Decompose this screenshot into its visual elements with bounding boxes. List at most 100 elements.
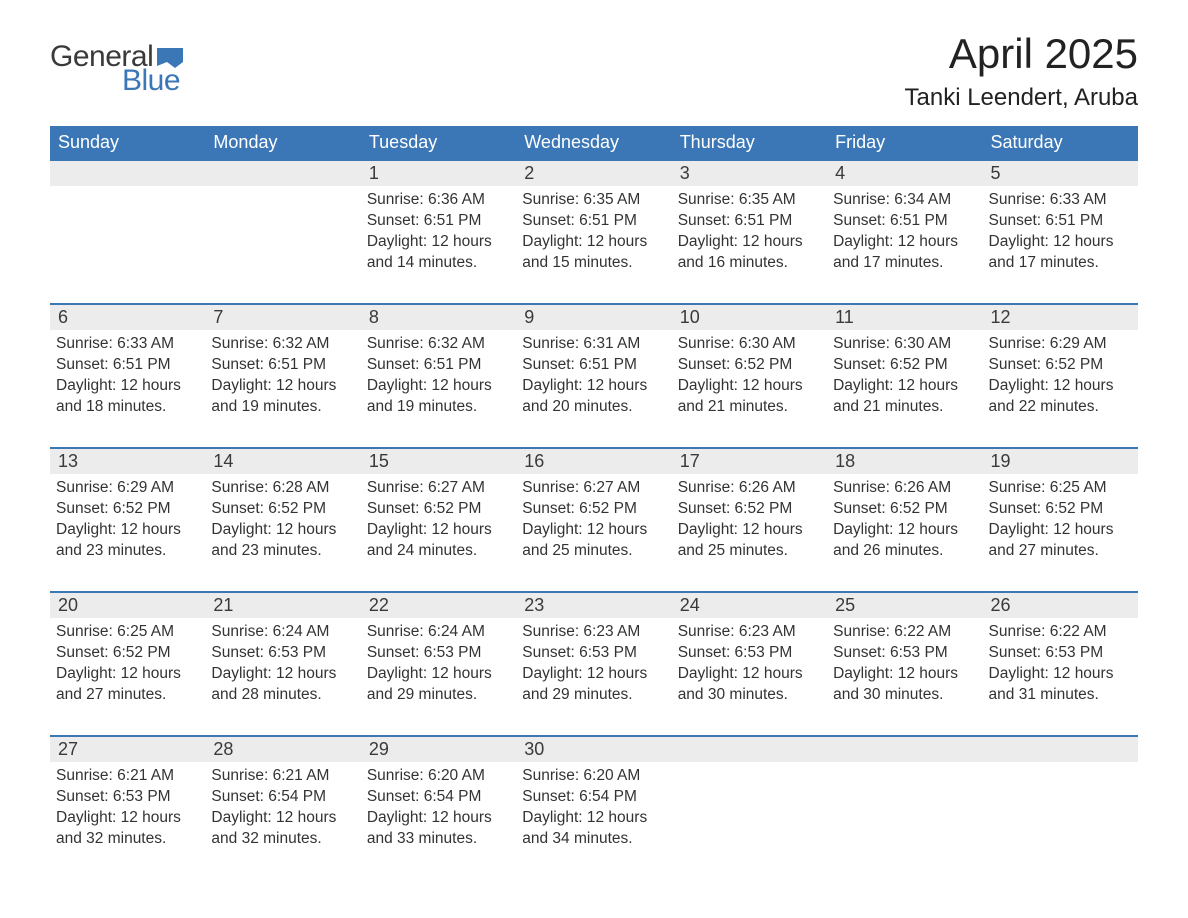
daylight-text-2: and 29 minutes. (367, 685, 510, 706)
sunrise-text: Sunrise: 6:34 AM (833, 190, 976, 211)
calendar-day: 18Sunrise: 6:26 AMSunset: 6:52 PMDayligh… (827, 449, 982, 577)
logo: General Blue (50, 30, 183, 98)
sunrise-text: Sunrise: 6:33 AM (989, 190, 1132, 211)
sunset-text: Sunset: 6:54 PM (367, 787, 510, 808)
month-title: April 2025 (905, 30, 1139, 78)
sunset-text: Sunset: 6:54 PM (211, 787, 354, 808)
daylight-text-1: Daylight: 12 hours (367, 664, 510, 685)
calendar-day: 1Sunrise: 6:36 AMSunset: 6:51 PMDaylight… (361, 161, 516, 289)
weekday-header: Tuesday (361, 126, 516, 159)
sunset-text: Sunset: 6:51 PM (989, 211, 1132, 232)
calendar-day: 25Sunrise: 6:22 AMSunset: 6:53 PMDayligh… (827, 593, 982, 721)
daylight-text-1: Daylight: 12 hours (678, 664, 821, 685)
day-body: Sunrise: 6:26 AMSunset: 6:52 PMDaylight:… (672, 474, 827, 566)
calendar-day: 14Sunrise: 6:28 AMSunset: 6:52 PMDayligh… (205, 449, 360, 577)
daylight-text-1: Daylight: 12 hours (833, 664, 976, 685)
day-number: 12 (983, 305, 1138, 330)
day-body: Sunrise: 6:32 AMSunset: 6:51 PMDaylight:… (361, 330, 516, 422)
day-body: Sunrise: 6:35 AMSunset: 6:51 PMDaylight:… (672, 186, 827, 278)
sunset-text: Sunset: 6:51 PM (522, 355, 665, 376)
weekday-header: Friday (827, 126, 982, 159)
day-number: 22 (361, 593, 516, 618)
day-number: 15 (361, 449, 516, 474)
sunset-text: Sunset: 6:52 PM (211, 499, 354, 520)
daylight-text-1: Daylight: 12 hours (989, 376, 1132, 397)
daylight-text-2: and 27 minutes. (989, 541, 1132, 562)
daylight-text-2: and 17 minutes. (833, 253, 976, 274)
calendar-day: 5Sunrise: 6:33 AMSunset: 6:51 PMDaylight… (983, 161, 1138, 289)
sunrise-text: Sunrise: 6:21 AM (56, 766, 199, 787)
sunset-text: Sunset: 6:52 PM (367, 499, 510, 520)
sunrise-text: Sunrise: 6:28 AM (211, 478, 354, 499)
daylight-text-2: and 25 minutes. (522, 541, 665, 562)
calendar-day: 13Sunrise: 6:29 AMSunset: 6:52 PMDayligh… (50, 449, 205, 577)
calendar-day: 9Sunrise: 6:31 AMSunset: 6:51 PMDaylight… (516, 305, 671, 433)
calendar-week: 6Sunrise: 6:33 AMSunset: 6:51 PMDaylight… (50, 303, 1138, 433)
weekday-header: Monday (205, 126, 360, 159)
sunrise-text: Sunrise: 6:27 AM (522, 478, 665, 499)
title-block: April 2025 Tanki Leendert, Aruba (905, 30, 1139, 112)
weekday-header: Wednesday (516, 126, 671, 159)
calendar-day: 6Sunrise: 6:33 AMSunset: 6:51 PMDaylight… (50, 305, 205, 433)
weekday-header: Saturday (983, 126, 1138, 159)
day-body: Sunrise: 6:27 AMSunset: 6:52 PMDaylight:… (361, 474, 516, 566)
calendar-week: 1Sunrise: 6:36 AMSunset: 6:51 PMDaylight… (50, 159, 1138, 289)
daylight-text-1: Daylight: 12 hours (833, 520, 976, 541)
day-body: Sunrise: 6:23 AMSunset: 6:53 PMDaylight:… (516, 618, 671, 710)
day-body: Sunrise: 6:25 AMSunset: 6:52 PMDaylight:… (50, 618, 205, 710)
daylight-text-1: Daylight: 12 hours (211, 664, 354, 685)
daylight-text-1: Daylight: 12 hours (56, 664, 199, 685)
day-number: 27 (50, 737, 205, 762)
calendar-week: 20Sunrise: 6:25 AMSunset: 6:52 PMDayligh… (50, 591, 1138, 721)
sunrise-text: Sunrise: 6:33 AM (56, 334, 199, 355)
day-number: 7 (205, 305, 360, 330)
daylight-text-2: and 19 minutes. (367, 397, 510, 418)
day-body: Sunrise: 6:35 AMSunset: 6:51 PMDaylight:… (516, 186, 671, 278)
day-number (827, 737, 982, 762)
daylight-text-1: Daylight: 12 hours (989, 520, 1132, 541)
daylight-text-2: and 19 minutes. (211, 397, 354, 418)
daylight-text-1: Daylight: 12 hours (522, 808, 665, 829)
sunrise-text: Sunrise: 6:23 AM (522, 622, 665, 643)
daylight-text-1: Daylight: 12 hours (211, 376, 354, 397)
day-body: Sunrise: 6:20 AMSunset: 6:54 PMDaylight:… (516, 762, 671, 854)
calendar-day: 16Sunrise: 6:27 AMSunset: 6:52 PMDayligh… (516, 449, 671, 577)
calendar-day: 19Sunrise: 6:25 AMSunset: 6:52 PMDayligh… (983, 449, 1138, 577)
calendar-day: 27Sunrise: 6:21 AMSunset: 6:53 PMDayligh… (50, 737, 205, 865)
day-body: Sunrise: 6:29 AMSunset: 6:52 PMDaylight:… (983, 330, 1138, 422)
daylight-text-1: Daylight: 12 hours (211, 520, 354, 541)
calendar: SundayMondayTuesdayWednesdayThursdayFrid… (50, 126, 1138, 865)
day-number (983, 737, 1138, 762)
day-number: 25 (827, 593, 982, 618)
calendar-day: 3Sunrise: 6:35 AMSunset: 6:51 PMDaylight… (672, 161, 827, 289)
day-number: 10 (672, 305, 827, 330)
sunset-text: Sunset: 6:51 PM (56, 355, 199, 376)
daylight-text-2: and 21 minutes. (833, 397, 976, 418)
sunrise-text: Sunrise: 6:32 AM (211, 334, 354, 355)
sunrise-text: Sunrise: 6:22 AM (989, 622, 1132, 643)
sunset-text: Sunset: 6:51 PM (367, 211, 510, 232)
daylight-text-1: Daylight: 12 hours (833, 376, 976, 397)
day-number: 17 (672, 449, 827, 474)
calendar-day: 7Sunrise: 6:32 AMSunset: 6:51 PMDaylight… (205, 305, 360, 433)
day-number: 5 (983, 161, 1138, 186)
calendar-day: 28Sunrise: 6:21 AMSunset: 6:54 PMDayligh… (205, 737, 360, 865)
daylight-text-2: and 34 minutes. (522, 829, 665, 850)
sunset-text: Sunset: 6:52 PM (678, 499, 821, 520)
location-label: Tanki Leendert, Aruba (905, 84, 1139, 112)
sunrise-text: Sunrise: 6:29 AM (56, 478, 199, 499)
sunset-text: Sunset: 6:52 PM (522, 499, 665, 520)
daylight-text-2: and 23 minutes. (211, 541, 354, 562)
day-body: Sunrise: 6:29 AMSunset: 6:52 PMDaylight:… (50, 474, 205, 566)
day-number: 8 (361, 305, 516, 330)
sunrise-text: Sunrise: 6:30 AM (833, 334, 976, 355)
day-body: Sunrise: 6:34 AMSunset: 6:51 PMDaylight:… (827, 186, 982, 278)
sunrise-text: Sunrise: 6:26 AM (678, 478, 821, 499)
day-body: Sunrise: 6:21 AMSunset: 6:54 PMDaylight:… (205, 762, 360, 854)
sunset-text: Sunset: 6:52 PM (56, 499, 199, 520)
daylight-text-1: Daylight: 12 hours (522, 664, 665, 685)
sunrise-text: Sunrise: 6:36 AM (367, 190, 510, 211)
calendar-day: 20Sunrise: 6:25 AMSunset: 6:52 PMDayligh… (50, 593, 205, 721)
calendar-day (205, 161, 360, 289)
sunrise-text: Sunrise: 6:24 AM (367, 622, 510, 643)
